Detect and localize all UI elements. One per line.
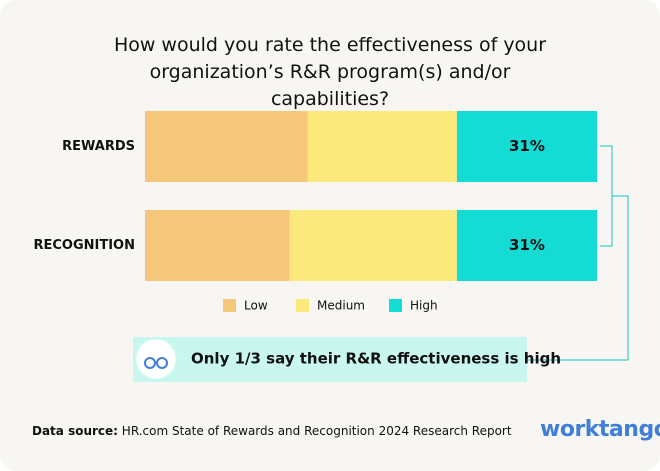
bar-segment (456, 210, 597, 281)
legend-swatch (389, 299, 402, 312)
binoculars (156, 357, 168, 369)
source: Data source: HR.com State of Rewards and… (32, 424, 512, 438)
source-label: Data source: (32, 424, 118, 438)
legend-label: Low (244, 299, 268, 313)
bar-segment (145, 111, 308, 182)
annotation-box (133, 337, 527, 382)
bar-segment (307, 111, 457, 182)
bar-segment (145, 210, 290, 281)
legend-label: Medium (317, 299, 365, 313)
binoculars (144, 357, 156, 369)
bar-segment (289, 210, 457, 281)
bar-segment (456, 111, 597, 182)
legend-swatch (223, 299, 236, 312)
legend-label: High (410, 299, 438, 313)
annotation: Only 1/3 say their R&R effectiveness is … (191, 350, 561, 368)
brand: worktango (540, 417, 660, 442)
annotation-icon (135, 338, 177, 380)
category-label: RECOGNITION (33, 238, 135, 253)
category-label: REWARDS (62, 139, 135, 154)
value-label: 31% (509, 137, 545, 155)
legend-swatch (296, 299, 309, 312)
chart-title: How would you rate the effectiveness of … (113, 34, 547, 110)
bracket (527, 145, 629, 361)
value-label: 31% (509, 236, 545, 254)
source-text: HR.com State of Rewards and Recognition … (121, 424, 512, 438)
